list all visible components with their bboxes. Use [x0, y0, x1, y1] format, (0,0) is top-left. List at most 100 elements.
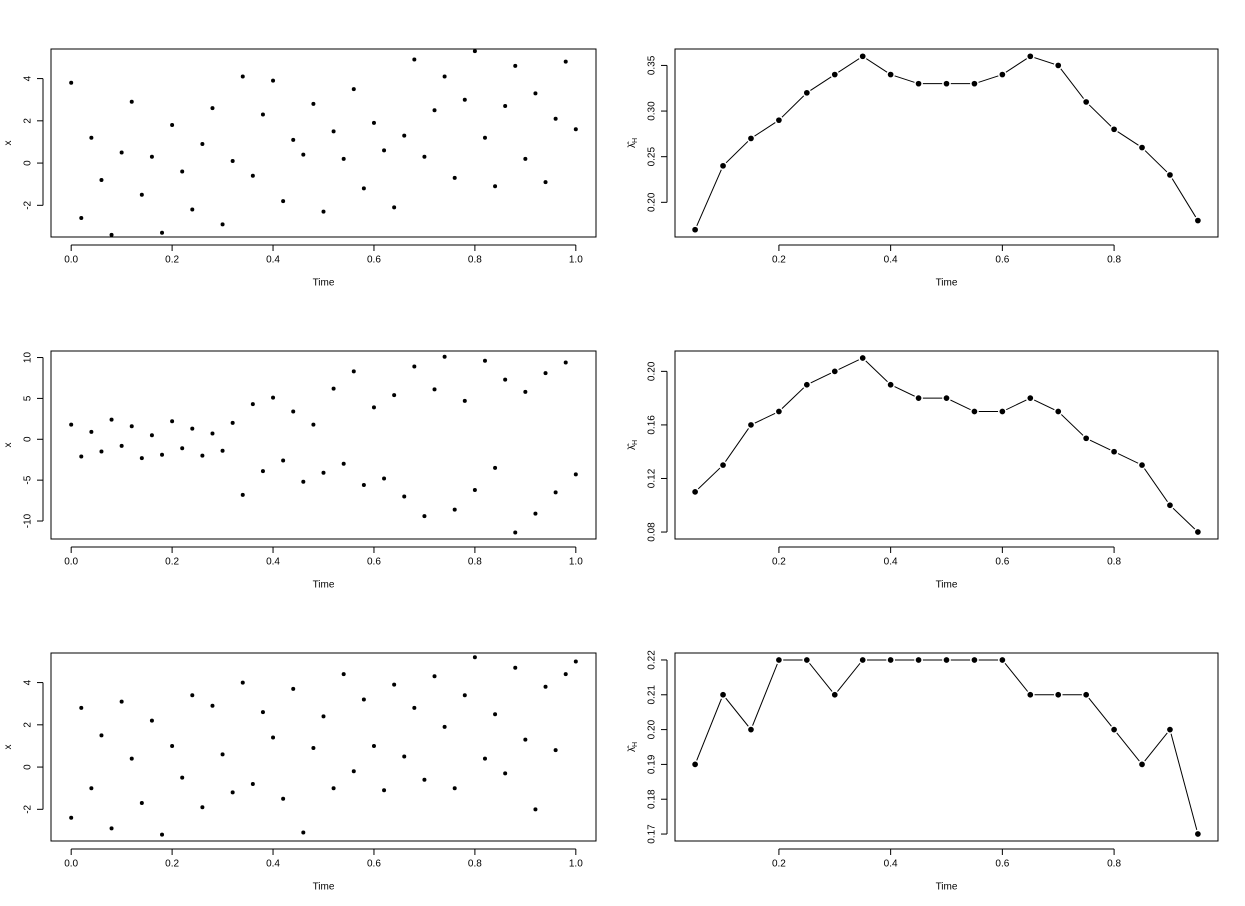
point — [422, 514, 427, 519]
point — [886, 655, 895, 665]
point — [109, 232, 114, 237]
point — [69, 422, 74, 427]
point — [746, 420, 756, 430]
x-tick-label: 0.6 — [995, 859, 1009, 870]
point — [180, 446, 185, 451]
point — [149, 433, 154, 438]
point — [392, 205, 397, 210]
point — [1165, 500, 1175, 510]
point — [260, 112, 265, 117]
point — [291, 409, 296, 414]
point — [382, 788, 387, 793]
point — [1165, 725, 1175, 734]
y-tick-label: 0.17 — [647, 824, 658, 844]
y-tick-label: 10 — [23, 352, 34, 364]
point — [311, 422, 316, 427]
point — [462, 398, 467, 403]
y-tick-label: 0.12 — [647, 468, 658, 488]
point — [563, 672, 568, 677]
point — [452, 507, 457, 512]
point — [1025, 690, 1035, 700]
point — [321, 470, 326, 475]
point — [998, 655, 1007, 665]
point — [321, 714, 326, 719]
y-tick-label: 0.22 — [647, 650, 658, 670]
point — [139, 456, 144, 461]
y-tick-label: 0.25 — [647, 147, 658, 167]
point — [482, 135, 487, 140]
y-tick-label: 0.16 — [647, 415, 658, 435]
point — [533, 91, 538, 96]
point — [543, 180, 548, 185]
point — [170, 743, 175, 748]
point — [513, 665, 518, 670]
point — [422, 154, 427, 159]
point — [802, 655, 812, 665]
point — [1081, 97, 1091, 107]
point — [119, 699, 124, 704]
y-tick-label: 4 — [23, 75, 34, 81]
point — [970, 655, 979, 665]
point — [886, 70, 895, 79]
y-tick-label: 0.30 — [647, 101, 658, 121]
point — [180, 169, 185, 174]
point — [170, 419, 175, 424]
x-axis-label: Time — [936, 580, 958, 591]
point — [331, 129, 336, 134]
point — [914, 393, 923, 403]
x-tick-label: 0.6 — [367, 859, 381, 870]
y-tick-label: 2 — [23, 722, 34, 728]
y-tick-label: -10 — [23, 513, 34, 528]
point — [210, 106, 215, 111]
point — [462, 693, 467, 698]
x-tick-label: 0.6 — [367, 557, 381, 568]
point — [351, 769, 356, 774]
y-tick-label: 0.20 — [647, 192, 658, 212]
x-axis-label: Time — [313, 882, 335, 893]
point — [998, 407, 1007, 416]
point — [858, 51, 868, 61]
point — [573, 472, 578, 477]
x-tick-label: 0.8 — [1107, 859, 1121, 870]
point — [1109, 725, 1119, 734]
x-tick-label: 0.8 — [468, 859, 482, 870]
y-tick-label: -2 — [23, 804, 34, 813]
point — [746, 134, 756, 143]
point — [482, 358, 487, 363]
point — [230, 790, 235, 795]
point — [1025, 51, 1035, 61]
point — [190, 426, 195, 431]
point — [774, 115, 784, 125]
point — [412, 705, 417, 710]
point — [210, 431, 215, 436]
point — [802, 380, 812, 390]
y-axis-label-main: λ̂ — [626, 443, 638, 450]
y-axis-label: x — [3, 745, 14, 750]
point — [260, 469, 265, 474]
x-tick-label: 0.4 — [884, 255, 898, 266]
point — [746, 725, 756, 734]
point — [170, 123, 175, 128]
point — [79, 705, 84, 710]
point — [160, 832, 165, 837]
y-tick-label: 0 — [23, 436, 34, 442]
point — [523, 737, 528, 742]
point — [180, 775, 185, 780]
point — [543, 371, 548, 376]
point — [942, 79, 951, 89]
point — [392, 682, 397, 687]
x-axis-label: Time — [936, 278, 958, 289]
point — [690, 487, 700, 497]
y-tick-label: 0.21 — [647, 685, 658, 705]
point — [109, 417, 114, 422]
point — [79, 454, 84, 459]
point — [160, 230, 165, 235]
plot-frame — [674, 652, 1219, 842]
point — [250, 781, 255, 786]
point — [442, 724, 447, 729]
point — [109, 826, 114, 831]
point — [442, 74, 447, 79]
point — [553, 490, 558, 495]
y-axis-label-main: x — [3, 443, 14, 448]
